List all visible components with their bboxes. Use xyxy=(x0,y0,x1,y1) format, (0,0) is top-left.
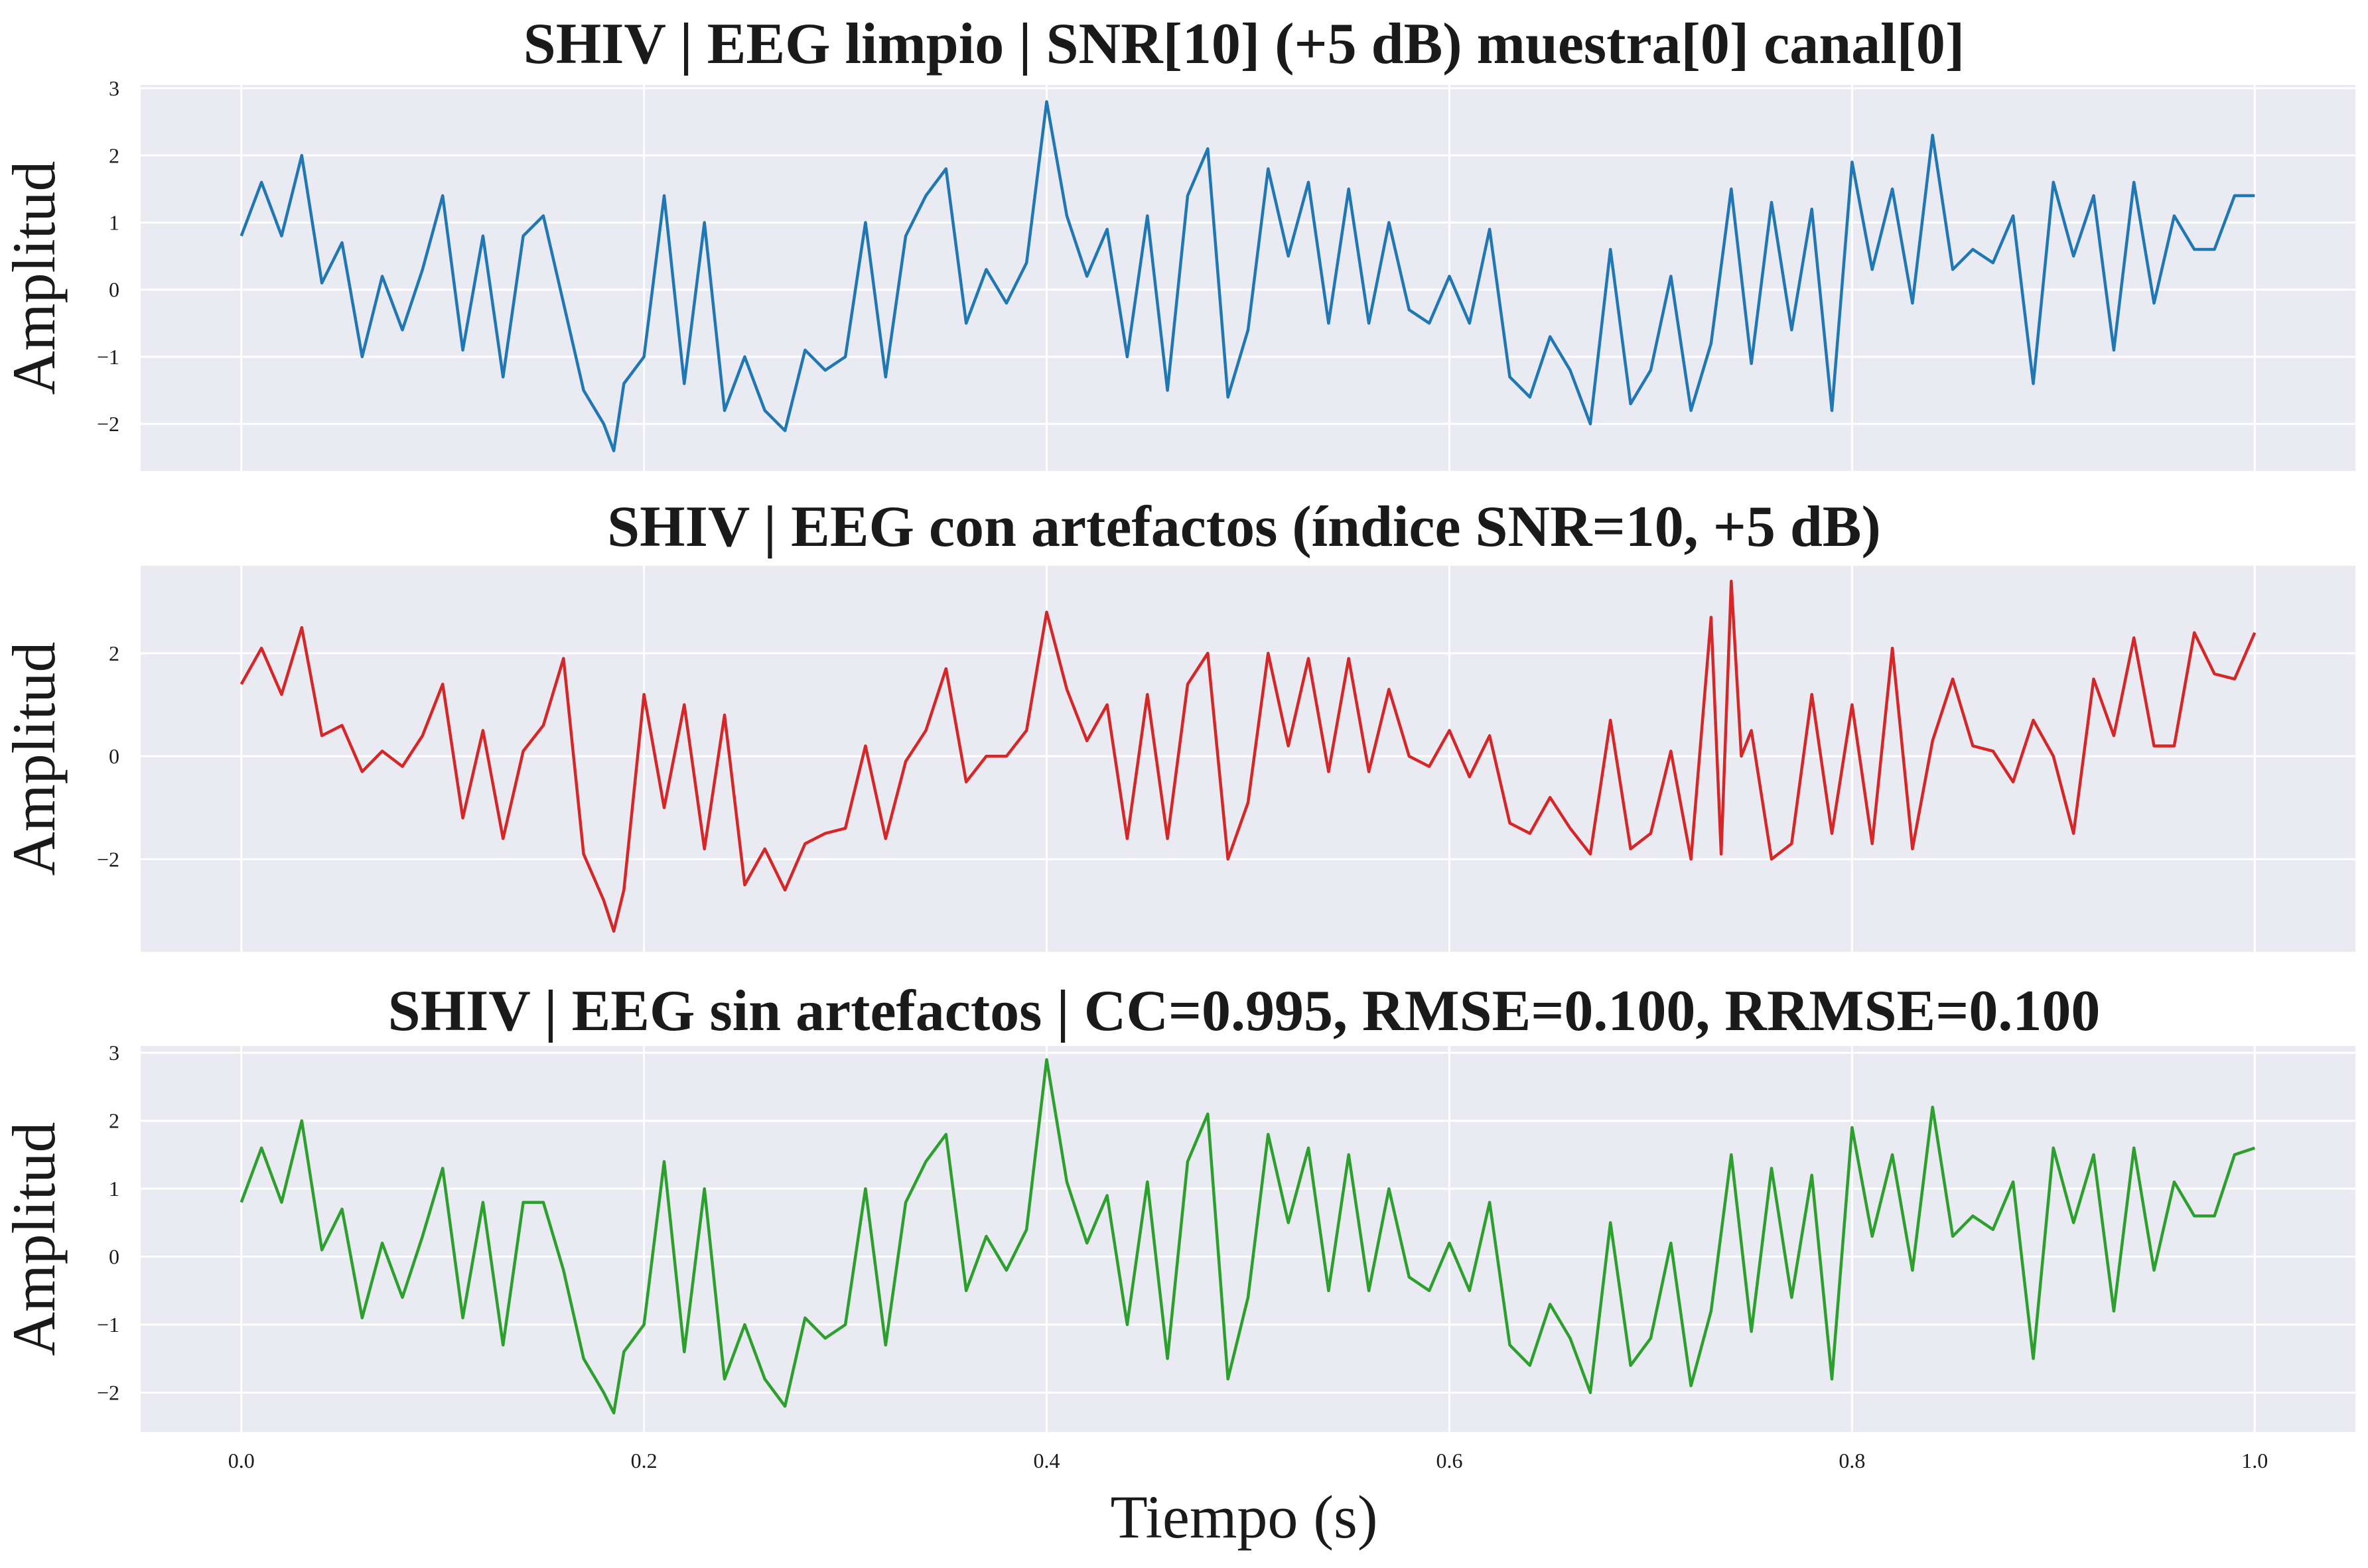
x-tick-label: 0.8 xyxy=(1839,1449,1865,1472)
panel-title: SHIV | EEG sin artefactos | CC=0.995, RM… xyxy=(388,979,2101,1043)
panel-eeg-sin-artefactos: SHIV | EEG sin artefactos | CC=0.995, RM… xyxy=(0,979,2355,1551)
y-tick-label: −1 xyxy=(97,345,119,369)
y-tick-label: −1 xyxy=(97,1313,119,1337)
grid xyxy=(141,85,2355,471)
plot-area xyxy=(141,85,2355,471)
y-tick-label: 3 xyxy=(109,1041,119,1065)
plot-area xyxy=(141,566,2355,952)
y-tick-label: −2 xyxy=(97,847,119,871)
series-line-eeg-con-artefactos xyxy=(240,580,2257,933)
y-tick-label: −2 xyxy=(97,1381,119,1405)
grid xyxy=(141,566,2355,952)
plot-area xyxy=(141,1046,2355,1432)
panel-eeg-limpio: SHIV | EEG limpio | SNR[10] (+5 dB) mues… xyxy=(0,12,2355,471)
y-tick-label: 2 xyxy=(109,143,119,167)
y-tick-label: 0 xyxy=(109,744,119,768)
tick-labels: −2 −1 0 1 2 3 0.0 0.2 0.4 0.6 0.8 1.0 xyxy=(97,1041,2268,1472)
y-tick-label: 1 xyxy=(109,210,119,234)
x-tick-label: 0.4 xyxy=(1034,1449,1060,1472)
tick-labels: −2 −1 0 1 2 3 xyxy=(97,76,119,436)
y-tick-label: 0 xyxy=(109,1245,119,1269)
tick-labels: −2 0 2 xyxy=(97,641,119,871)
y-axis-label: Amplitud xyxy=(0,642,68,876)
y-tick-label: −2 xyxy=(97,412,119,436)
y-tick-label: 0 xyxy=(109,278,119,302)
x-tick-label: 1.0 xyxy=(2241,1449,2268,1472)
series-line-eeg-limpio xyxy=(240,100,2255,452)
y-axis-label: Amplitud xyxy=(0,161,68,395)
y-tick-label: 2 xyxy=(109,1109,119,1133)
series-line-eeg-sin-artefactos xyxy=(240,1058,2256,1415)
x-tick-label: 0.2 xyxy=(631,1449,658,1472)
x-axis-label: Tiempo (s) xyxy=(1111,1483,1378,1551)
grid xyxy=(141,1046,2355,1432)
panel-title: SHIV | EEG limpio | SNR[10] (+5 dB) mues… xyxy=(523,12,1965,76)
y-tick-label: 3 xyxy=(109,76,119,100)
y-axis-label: Amplitud xyxy=(0,1122,68,1356)
y-tick-label: 2 xyxy=(109,641,119,665)
x-tick-label: 0.6 xyxy=(1436,1449,1462,1472)
x-tick-label: 0.0 xyxy=(228,1449,255,1472)
y-tick-label: 1 xyxy=(109,1177,119,1201)
panel-eeg-con-artefactos: SHIV | EEG con artefactos (índice SNR=10… xyxy=(0,495,2355,952)
panel-title: SHIV | EEG con artefactos (índice SNR=10… xyxy=(607,495,1881,559)
